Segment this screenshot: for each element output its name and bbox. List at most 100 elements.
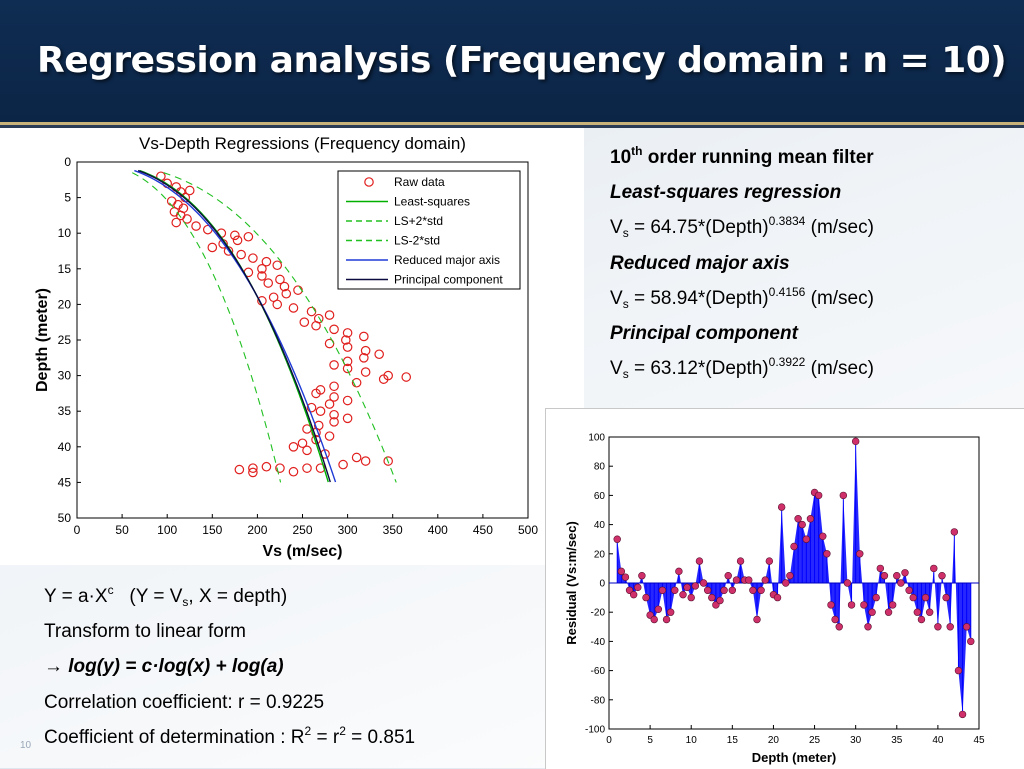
- ls-equation: Vs = 64.75*(Depth)0.3834 (m/sec): [610, 215, 874, 239]
- raw-data-point: [191, 221, 201, 231]
- raw-data-point: [329, 360, 339, 370]
- det-text-a: Coefficient of determination : R: [44, 727, 305, 748]
- residual-marker: [724, 572, 732, 580]
- raw-data-point: [232, 235, 243, 246]
- det-sup1: 2: [304, 724, 312, 738]
- residual-marker: [675, 567, 683, 576]
- ls-eq-body: = 64.75*(Depth): [628, 217, 769, 238]
- residual-marker: [802, 535, 811, 543]
- filter-heading-text: order running mean filter: [647, 147, 874, 168]
- residual-marker: [884, 608, 893, 616]
- raw-data-point: [401, 372, 412, 382]
- residual-marker: [851, 437, 860, 446]
- raw-data-point: [338, 459, 348, 470]
- x-axis-label: Depth (meter): [752, 750, 837, 765]
- y-tick-label: 10: [58, 226, 72, 240]
- residual-marker: [909, 593, 917, 602]
- det-text-c: = 0.851: [345, 727, 416, 748]
- raw-data-point: [275, 274, 285, 285]
- raw-data-point: [263, 278, 274, 288]
- x-tick-label: 50: [115, 523, 129, 537]
- rma-eq-sub: s: [622, 297, 629, 311]
- residual-chart: 0 5 10 15 20 25 30 35 40 45 -100 -80 -60 -40 -20 0 20 40 6…: [564, 433, 985, 766]
- raw-data-point: [234, 464, 245, 475]
- pc-equation: Vs = 63.12*(Depth)0.3922 (m/sec): [610, 356, 874, 381]
- residual-marker: [617, 567, 626, 576]
- legend-label: Least-squares: [394, 195, 470, 209]
- residual-marker: [613, 535, 621, 543]
- raw-data-point: [351, 377, 362, 388]
- residual-marker: [629, 590, 638, 599]
- raw-data-point: [360, 456, 371, 466]
- raw-data-point: [383, 456, 393, 466]
- residual-marker: [962, 623, 971, 631]
- y-tick-label: 40: [58, 440, 72, 454]
- rma-eq-v: V: [610, 288, 623, 309]
- residual-marker: [666, 608, 675, 616]
- raw-data-point: [272, 260, 283, 271]
- pc-eq-sub: s: [622, 367, 629, 381]
- raw-data-point: [207, 242, 218, 253]
- y-tick-label: -80: [591, 695, 606, 706]
- residual-marker: [695, 557, 704, 565]
- residual-marker: [794, 515, 802, 523]
- residual-marker: [901, 569, 909, 577]
- raw-data-point: [243, 231, 254, 242]
- raw-data-point: [248, 467, 258, 478]
- raw-data-point: [236, 249, 246, 260]
- raw-data-point: [315, 406, 326, 416]
- model-def-b: , X = depth): [188, 586, 288, 607]
- residual-marker: [753, 615, 761, 624]
- y-tick-label: 40: [594, 520, 606, 531]
- raw-data-point: [342, 395, 353, 406]
- raw-data-point: [297, 438, 308, 449]
- residual-marker: [732, 576, 741, 584]
- legend-label: Raw data: [394, 175, 445, 189]
- residual-marker: [872, 593, 880, 602]
- raw-data-point: [257, 264, 267, 274]
- raw-data-point: [261, 461, 272, 472]
- rma-eq-unit: (m/sec): [805, 288, 874, 309]
- x-tick-label: 150: [202, 523, 222, 537]
- raw-data-point: [342, 328, 353, 338]
- residual-marker: [736, 557, 745, 565]
- chart-title: Vs-Depth Regressions (Frequency domain): [139, 134, 466, 153]
- pc-eq-body: = 63.12*(Depth): [628, 358, 769, 379]
- y-tick-label: 15: [58, 262, 72, 276]
- residual-marker: [687, 593, 695, 602]
- raw-data-point: [288, 303, 299, 313]
- x-tick-label: 0: [74, 523, 81, 537]
- vs-depth-chart-panel: Vs-Depth Regressions (Frequency domain) 0…: [0, 128, 584, 565]
- residual-marker: [716, 596, 724, 605]
- raw-data-point: [302, 463, 312, 473]
- y-tick-label: -60: [591, 666, 606, 677]
- residual-marker: [679, 590, 687, 599]
- vs-depth-chart: Vs-Depth Regressions (Frequency domain) 0…: [34, 134, 538, 560]
- x-tick-label: 40: [932, 735, 944, 746]
- pc-eq-v: V: [610, 358, 623, 379]
- raw-data-point: [374, 349, 384, 360]
- y-axis-label: Residual (Vs:m/sec): [564, 521, 579, 645]
- residual-marker: [893, 572, 901, 580]
- raw-data-point: [360, 345, 371, 356]
- pc-title: Principal component: [610, 323, 798, 344]
- pc-eq-unit: (m/sec): [805, 358, 874, 379]
- raw-data-point: [324, 431, 335, 441]
- residual-marker: [720, 586, 728, 595]
- residual-marker: [913, 608, 922, 616]
- legend-label: Principal component: [394, 273, 503, 287]
- x-tick-label: 30: [850, 735, 862, 746]
- raw-data-point: [288, 466, 299, 477]
- arrow-icon: →: [44, 656, 63, 677]
- ls-plus-2std-line: [163, 172, 397, 483]
- raw-data-point: [329, 392, 339, 402]
- model-form: Y = a·X: [44, 586, 108, 607]
- raw-data-point: [342, 363, 353, 374]
- residual-marker: [786, 572, 794, 580]
- y-tick-label: 0: [599, 579, 605, 590]
- raw-data-point: [329, 381, 339, 392]
- raw-data-point: [359, 353, 369, 363]
- x-tick-label: 250: [292, 523, 312, 537]
- raw-data-point: [299, 317, 310, 327]
- x-tick-label: 200: [247, 523, 267, 537]
